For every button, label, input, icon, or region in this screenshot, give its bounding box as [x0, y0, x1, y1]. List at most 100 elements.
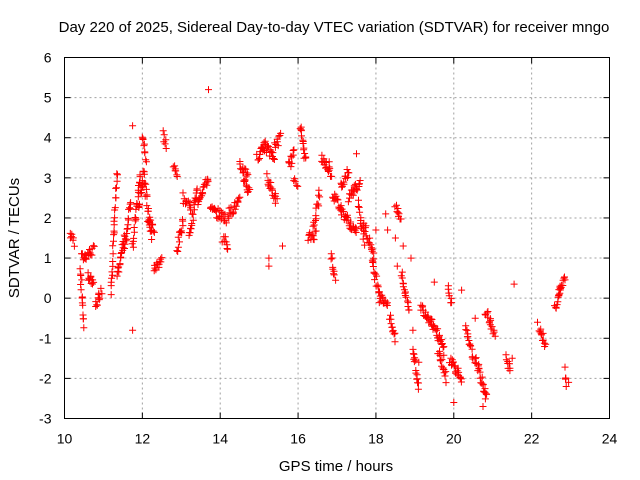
- data-point: [125, 205, 133, 213]
- data-point: [361, 224, 369, 232]
- data-point: [471, 314, 479, 322]
- data-point: [277, 129, 285, 137]
- data-point: [108, 274, 116, 282]
- data-point: [142, 180, 150, 188]
- x-tick-label: 14: [212, 431, 228, 447]
- data-point: [391, 338, 399, 346]
- data-point: [289, 147, 297, 154]
- data-point: [382, 297, 390, 305]
- data-point: [436, 347, 443, 355]
- grid: [64, 57, 610, 419]
- data-point: [436, 331, 443, 339]
- data-point: [310, 236, 318, 244]
- x-tick-label: 16: [290, 431, 306, 447]
- data-point: [301, 150, 309, 157]
- data-point: [176, 228, 184, 236]
- data-point: [387, 315, 395, 323]
- data-point: [326, 164, 334, 172]
- data-point: [438, 356, 446, 364]
- data-point: [115, 268, 123, 276]
- data-point: [539, 336, 547, 344]
- data-point: [267, 183, 275, 191]
- data-point: [246, 186, 254, 193]
- data-point: [274, 142, 282, 150]
- data-point: [287, 163, 295, 171]
- data-point: [136, 171, 144, 179]
- data-point: [89, 242, 97, 250]
- data-point: [534, 318, 541, 326]
- data-point: [316, 193, 324, 201]
- data-point: [113, 170, 121, 178]
- data-point: [399, 283, 407, 291]
- data-point: [457, 375, 465, 383]
- data-point: [324, 168, 332, 175]
- data-point: [542, 340, 550, 348]
- data-point: [110, 227, 118, 235]
- data-point: [177, 227, 185, 235]
- y-tick-label: -3: [39, 411, 52, 427]
- data-point: [132, 214, 139, 222]
- data-point: [478, 373, 486, 381]
- data-point: [345, 169, 353, 177]
- data-point: [488, 323, 496, 331]
- data-point: [361, 241, 369, 249]
- data-point: [412, 367, 420, 374]
- data-point: [189, 210, 197, 218]
- data-point: [69, 234, 77, 242]
- data-point: [205, 86, 212, 94]
- data-point: [129, 243, 137, 251]
- data-point: [439, 343, 447, 351]
- data-point: [483, 309, 491, 317]
- data-point: [332, 192, 340, 200]
- data-point: [142, 158, 150, 166]
- data-point: [502, 356, 510, 364]
- data-point: [490, 328, 498, 336]
- data-point: [109, 250, 117, 258]
- data-point: [437, 357, 444, 365]
- data-point: [149, 221, 157, 229]
- data-point: [130, 234, 138, 242]
- data-point: [173, 247, 181, 255]
- y-tick-label: 3: [44, 170, 52, 186]
- data-point: [325, 166, 333, 174]
- data-point: [409, 326, 417, 334]
- data-point: [221, 233, 229, 241]
- data-point: [298, 132, 305, 140]
- data-point: [353, 186, 361, 194]
- chart-title: Day 220 of 2025, Sidereal Day-to-day VTE…: [59, 19, 610, 36]
- data-point: [113, 272, 121, 280]
- data-point: [113, 177, 121, 185]
- data-point: [224, 245, 232, 253]
- data-point: [143, 192, 151, 200]
- data-point: [263, 170, 271, 178]
- data-point: [536, 328, 544, 336]
- data-point: [354, 203, 362, 210]
- data-point: [112, 194, 120, 202]
- data-point: [353, 150, 360, 158]
- data-point: [472, 354, 480, 362]
- data-point: [265, 254, 273, 262]
- data-point: [327, 250, 335, 258]
- data-point: [179, 217, 187, 225]
- data-point: [188, 220, 196, 227]
- data-point: [123, 225, 131, 233]
- data-point: [242, 165, 250, 173]
- data-point: [110, 237, 117, 245]
- data-point: [379, 293, 387, 301]
- data-point: [218, 238, 226, 246]
- data-point: [174, 233, 182, 241]
- data-point: [441, 372, 449, 380]
- data-point: [189, 216, 197, 224]
- data-point: [483, 390, 491, 398]
- data-point: [442, 368, 450, 376]
- data-point: [162, 145, 170, 152]
- data-point: [390, 330, 398, 338]
- data-point: [235, 194, 243, 202]
- data-point: [140, 140, 148, 148]
- data-point: [110, 221, 118, 229]
- data-point: [405, 306, 413, 314]
- data-point: [560, 274, 568, 282]
- data-point: [203, 181, 211, 189]
- data-point: [448, 299, 456, 307]
